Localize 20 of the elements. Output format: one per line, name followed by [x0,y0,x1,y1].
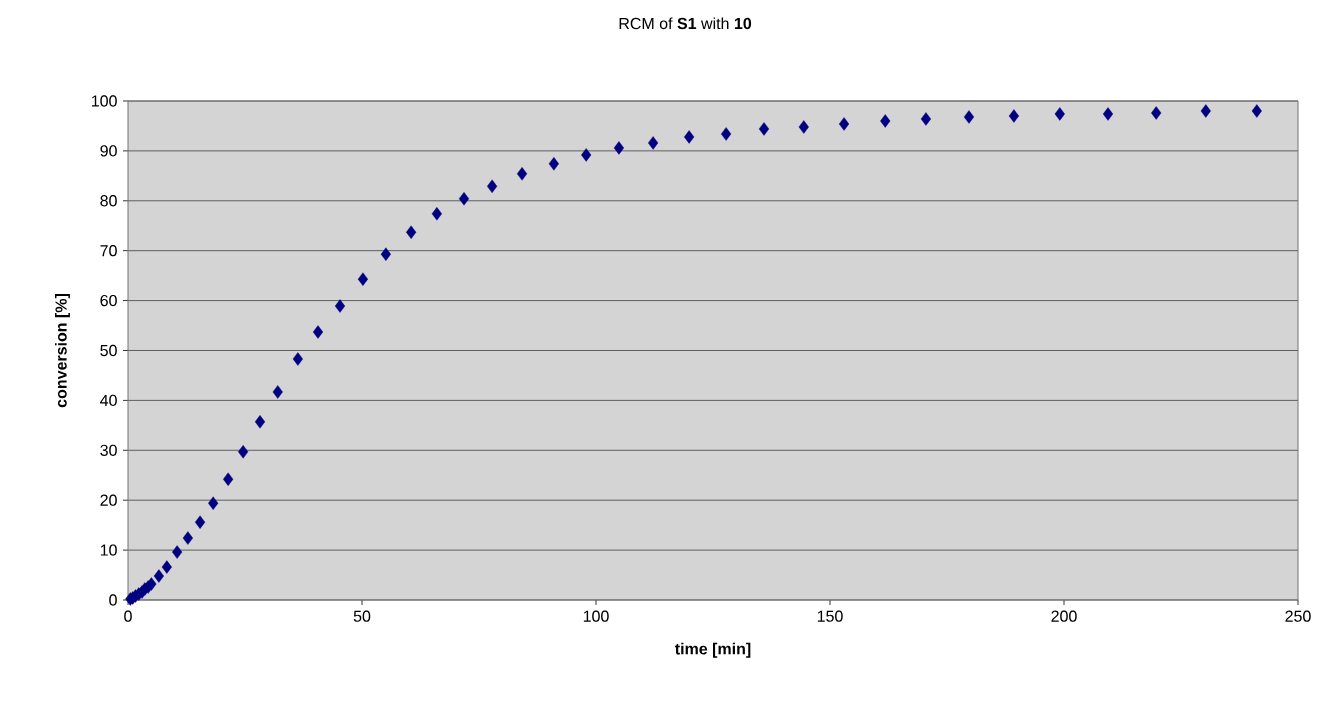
x-axis-title: time [min] [674,642,751,658]
y-tick-label: 0 [109,594,117,606]
y-tick-label: 10 [100,544,117,556]
y-tick-label: 40 [100,394,117,407]
x-tick-label: 0 [124,610,132,622]
chart-title: RCM of S1 with 10 [619,17,752,30]
y-tick-label: 100 [91,95,117,107]
y-tick-label: 50 [100,344,117,357]
y-tick-label: 30 [100,444,117,456]
x-tick-label: 200 [1051,610,1077,622]
y-axis-title: conversion [%] [55,294,70,408]
x-tick-label: 250 [1285,610,1311,622]
x-tick-label: 150 [817,610,843,622]
y-tick-label: 90 [100,145,117,157]
x-tick-label: 50 [353,610,371,622]
y-tick-label: 80 [100,195,117,207]
x-tick-label: 100 [583,610,609,622]
y-tick-label: 20 [100,494,117,506]
y-tick-label: 60 [100,294,117,307]
y-tick-label: 70 [100,245,117,257]
